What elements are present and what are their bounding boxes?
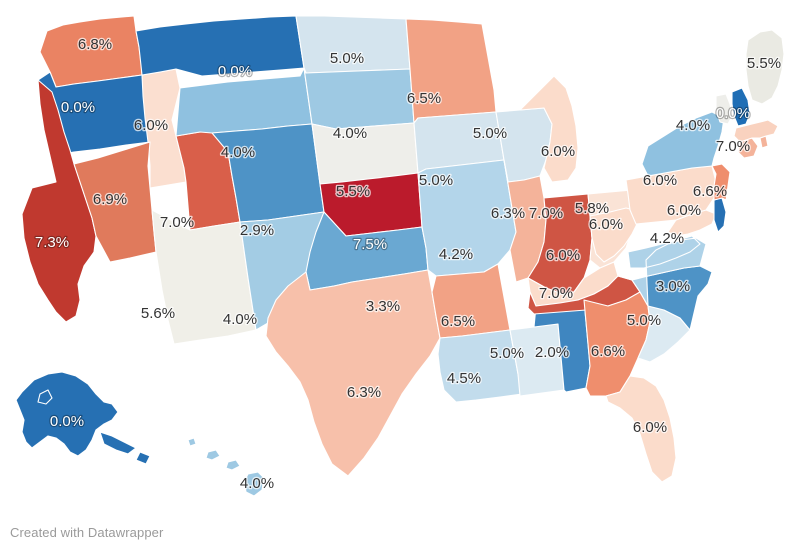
state-nd[interactable]: [296, 16, 410, 73]
state-wa[interactable]: [40, 16, 142, 87]
state-fl[interactable]: [606, 376, 676, 482]
state-vt[interactable]: [716, 94, 732, 124]
state-az[interactable]: [152, 210, 256, 344]
state-me[interactable]: [746, 30, 784, 104]
state-shapes-group: [16, 16, 784, 496]
state-de[interactable]: [714, 198, 726, 232]
state-la[interactable]: [438, 330, 522, 402]
state-ny[interactable]: [642, 112, 724, 176]
state-ma[interactable]: [734, 120, 778, 142]
state-ar[interactable]: [432, 264, 510, 338]
state-mi[interactable]: [520, 76, 578, 182]
state-mt[interactable]: [136, 16, 304, 76]
state-ca[interactable]: [22, 80, 96, 322]
state-nh[interactable]: [732, 88, 750, 126]
state-sd[interactable]: [304, 68, 414, 129]
state-hi[interactable]: [188, 438, 264, 496]
state-wv[interactable]: [590, 208, 638, 262]
state-va[interactable]: [618, 236, 706, 306]
state-tx[interactable]: [266, 270, 440, 476]
datawrapper-credit: Created with Datawrapper: [10, 525, 164, 540]
state-ak[interactable]: [16, 372, 150, 464]
state-mo[interactable]: [418, 160, 516, 276]
state-mn[interactable]: [406, 19, 496, 123]
state-nj[interactable]: [712, 164, 730, 200]
state-nv[interactable]: [74, 142, 156, 262]
